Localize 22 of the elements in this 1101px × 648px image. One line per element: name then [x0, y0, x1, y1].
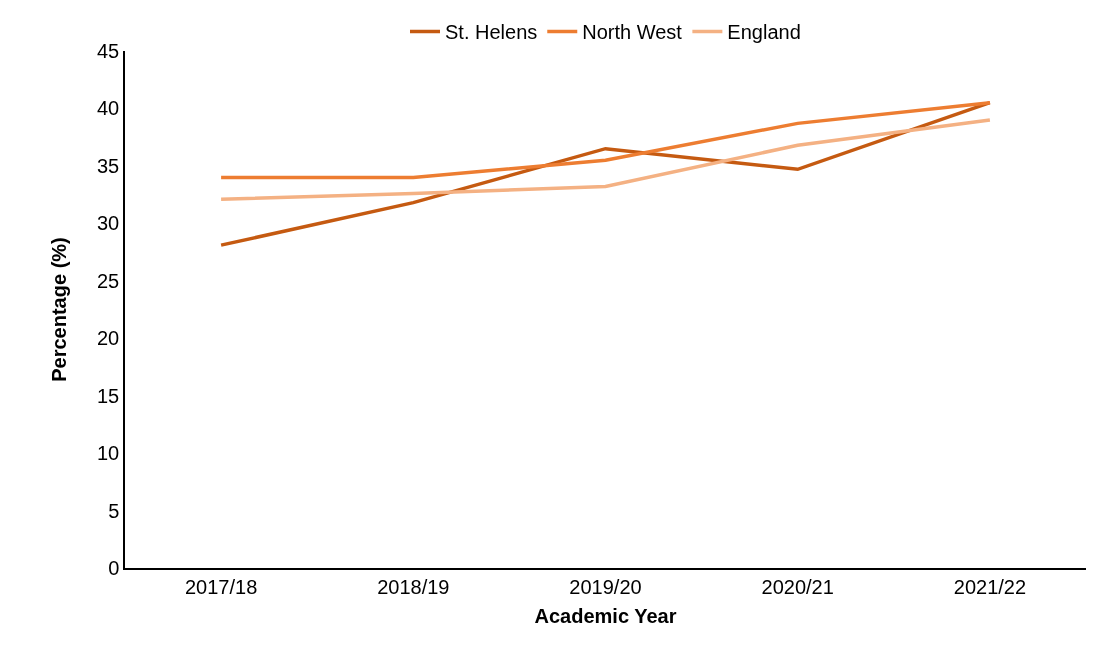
y-tick-label: 5 [108, 499, 120, 522]
line-series [219, 118, 992, 201]
line-series [219, 100, 992, 180]
legend-label: St. Helens [445, 21, 538, 44]
x-tick-label: 2018/19 [377, 575, 450, 598]
x-axis-title: Academic Year [534, 604, 677, 627]
x-tick-label: 2021/22 [953, 575, 1027, 598]
y-tick-label: 10 [97, 442, 120, 465]
y-tick-label: 20 [97, 327, 120, 350]
y-tick-label: 45 [97, 40, 120, 62]
y-axis-title: Percentage (%) [48, 237, 70, 382]
y-tick-label: 15 [97, 384, 120, 407]
y-tick-label: 35 [97, 154, 120, 177]
x-tick-label: 2020/21 [761, 575, 834, 598]
y-tick-label: 25 [97, 269, 120, 292]
y-tick-label: 30 [97, 212, 120, 235]
legend-label: England [727, 21, 801, 44]
x-tick-label: 2017/18 [184, 575, 258, 598]
y-tick-label: 40 [97, 97, 120, 120]
y-tick-label: 0 [108, 557, 120, 579]
legend-label: North West [582, 21, 683, 44]
x-tick-label: 2019/20 [569, 575, 642, 598]
